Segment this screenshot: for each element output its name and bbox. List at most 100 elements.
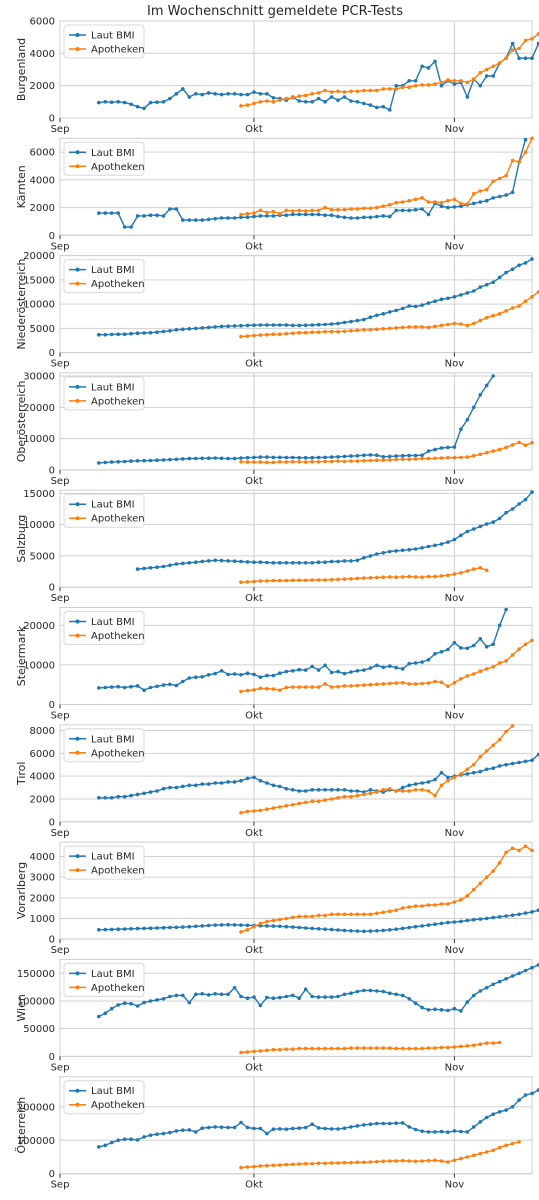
data-point bbox=[349, 929, 353, 933]
data-point bbox=[297, 330, 302, 335]
data-point bbox=[472, 321, 476, 326]
legend-label: Laut BMI bbox=[91, 852, 135, 863]
data-point bbox=[278, 784, 282, 789]
data-point bbox=[420, 196, 424, 200]
data-point bbox=[459, 571, 463, 575]
y-tick-label: 100000 bbox=[17, 996, 55, 1007]
data-point bbox=[394, 1121, 399, 1125]
data-point bbox=[122, 927, 127, 931]
data-point bbox=[400, 306, 405, 311]
data-point bbox=[452, 455, 457, 460]
data-point bbox=[310, 926, 315, 931]
data-point bbox=[310, 561, 315, 565]
data-point bbox=[523, 1093, 528, 1097]
data-point bbox=[375, 1159, 379, 1164]
data-point bbox=[394, 908, 399, 912]
data-point bbox=[446, 540, 450, 544]
data-point bbox=[219, 216, 224, 220]
data-point bbox=[284, 669, 289, 674]
data-point bbox=[517, 760, 521, 765]
data-point bbox=[245, 671, 250, 675]
data-point bbox=[349, 216, 353, 220]
data-point bbox=[420, 681, 424, 686]
data-point bbox=[439, 783, 444, 788]
data-point bbox=[381, 214, 386, 218]
data-point bbox=[219, 456, 224, 461]
data-point bbox=[375, 552, 379, 556]
data-point bbox=[316, 578, 321, 582]
data-point bbox=[181, 561, 185, 566]
plot-frame bbox=[59, 255, 533, 354]
data-point bbox=[284, 460, 289, 464]
data-point bbox=[459, 1044, 463, 1049]
legend-marker bbox=[75, 1102, 80, 1107]
data-point bbox=[142, 791, 146, 796]
data-point bbox=[271, 996, 276, 1000]
data-point bbox=[297, 99, 302, 103]
data-point bbox=[375, 88, 379, 93]
data-point bbox=[155, 565, 159, 569]
legend-marker bbox=[75, 854, 80, 859]
data-point bbox=[413, 1159, 418, 1164]
data-point bbox=[381, 104, 386, 109]
data-point bbox=[323, 798, 327, 802]
data-point bbox=[303, 1161, 308, 1166]
data-point bbox=[303, 330, 308, 335]
data-point bbox=[400, 680, 405, 685]
data-point bbox=[465, 1155, 470, 1159]
x-tick-label: Nov bbox=[445, 711, 465, 722]
data-point bbox=[329, 213, 334, 217]
legend-label: Apotheken bbox=[91, 396, 145, 407]
data-point bbox=[504, 1108, 508, 1112]
data-point bbox=[413, 924, 418, 929]
data-point bbox=[252, 688, 256, 692]
data-point bbox=[271, 455, 276, 460]
x-tick-label: Okt bbox=[245, 1062, 263, 1073]
data-point bbox=[523, 497, 528, 502]
data-point bbox=[342, 1126, 347, 1130]
y-tick-label: 20000 bbox=[23, 621, 55, 632]
data-point bbox=[142, 926, 146, 931]
legend-marker bbox=[75, 384, 80, 389]
data-point bbox=[472, 643, 476, 648]
data-point bbox=[452, 1158, 457, 1163]
data-point bbox=[381, 788, 386, 792]
data-point bbox=[342, 794, 347, 799]
data-point bbox=[155, 684, 159, 689]
data-point bbox=[407, 783, 412, 788]
data-point bbox=[491, 743, 496, 748]
data-point bbox=[323, 1126, 327, 1131]
data-point bbox=[291, 323, 295, 328]
data-point bbox=[465, 1130, 470, 1134]
data-point bbox=[303, 561, 308, 565]
data-point bbox=[362, 912, 366, 917]
x-tick-label: Sep bbox=[51, 828, 70, 839]
data-point bbox=[213, 325, 217, 329]
x-tick-label: Okt bbox=[245, 476, 263, 487]
data-point bbox=[297, 685, 302, 689]
data-point bbox=[446, 684, 450, 689]
data-point bbox=[174, 562, 179, 566]
data-point bbox=[329, 995, 334, 999]
data-point bbox=[252, 460, 256, 464]
data-point bbox=[439, 770, 444, 775]
data-point bbox=[400, 1121, 405, 1125]
data-point bbox=[245, 103, 250, 107]
data-point bbox=[510, 507, 515, 511]
data-point bbox=[271, 687, 276, 691]
data-point bbox=[355, 216, 360, 220]
data-point bbox=[200, 92, 204, 97]
data-point bbox=[336, 796, 340, 800]
data-point bbox=[245, 455, 250, 460]
legend-label: Apotheken bbox=[91, 45, 145, 56]
data-point bbox=[381, 1159, 386, 1164]
data-point bbox=[439, 1008, 444, 1012]
x-tick-label: Sep bbox=[51, 593, 70, 604]
x-tick-label: Okt bbox=[245, 711, 263, 722]
data-point bbox=[439, 200, 444, 205]
data-point bbox=[465, 772, 470, 776]
data-point bbox=[258, 675, 263, 679]
data-point bbox=[252, 1126, 256, 1131]
data-point bbox=[265, 807, 269, 811]
data-point bbox=[181, 327, 185, 332]
